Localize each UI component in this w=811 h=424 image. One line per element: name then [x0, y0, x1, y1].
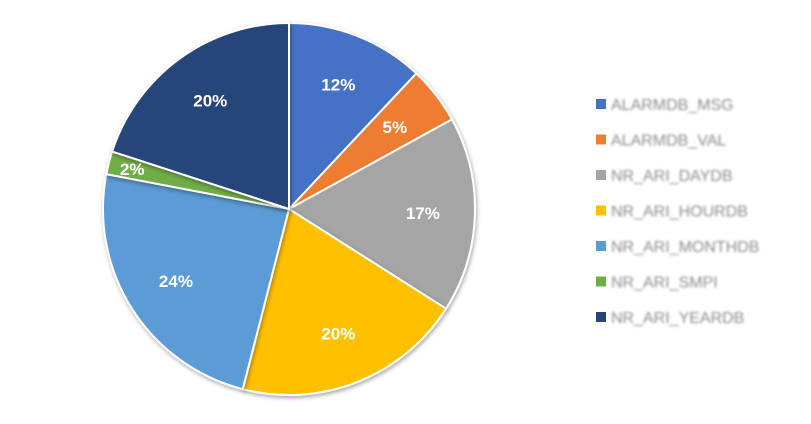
pie-data-label: 2%: [120, 160, 145, 179]
pie-slices: [102, 21, 476, 396]
legend-swatch: [596, 170, 606, 180]
pie-slice-nr-ari-daydb: [287, 118, 476, 311]
legend-label: NR_ARI_MONTHDB: [611, 239, 759, 256]
pie-slice-nr-ari-monthdb: [102, 172, 291, 391]
legend-label: NR_ARI_DAYDB: [611, 168, 733, 185]
pie-data-labels: 12% 5% 17% 20% 24% 2% 20%: [120, 75, 440, 343]
pie-data-label: 20%: [193, 92, 227, 111]
pie-data-label: 17%: [406, 204, 440, 223]
legend-label: NR_ARI_YEARDB: [611, 310, 744, 327]
pie-data-label: 24%: [159, 272, 193, 291]
legend-swatch: [596, 312, 606, 322]
legend-swatch: [596, 276, 606, 287]
legend-label: ALARMDB_VAL: [611, 133, 726, 150]
legend-label: NR_ARI_SMPI: [611, 275, 718, 292]
pie-data-label: 20%: [321, 325, 355, 344]
legend-swatch: [596, 241, 606, 251]
pie-slice-nr-ari-yeardb: [110, 21, 290, 211]
pie-slice-nr-ari-hourdb: [241, 207, 448, 396]
legend-swatch: [596, 205, 606, 216]
pie-slice-alarmdb-msg: [288, 21, 418, 212]
legend-label: ALARMDB_MSG: [611, 97, 734, 114]
pie-data-label: 5%: [383, 118, 408, 137]
legend-label: NR_ARI_HOURDB: [611, 204, 748, 221]
chart-legend: ALARMDB_MSG ALARMDB_VAL NR_ARI_DAYDB NR_ARI…: [596, 97, 759, 327]
legend-swatch: [596, 134, 606, 145]
legend-swatch: [596, 99, 606, 109]
pie-data-label: 12%: [321, 75, 355, 94]
